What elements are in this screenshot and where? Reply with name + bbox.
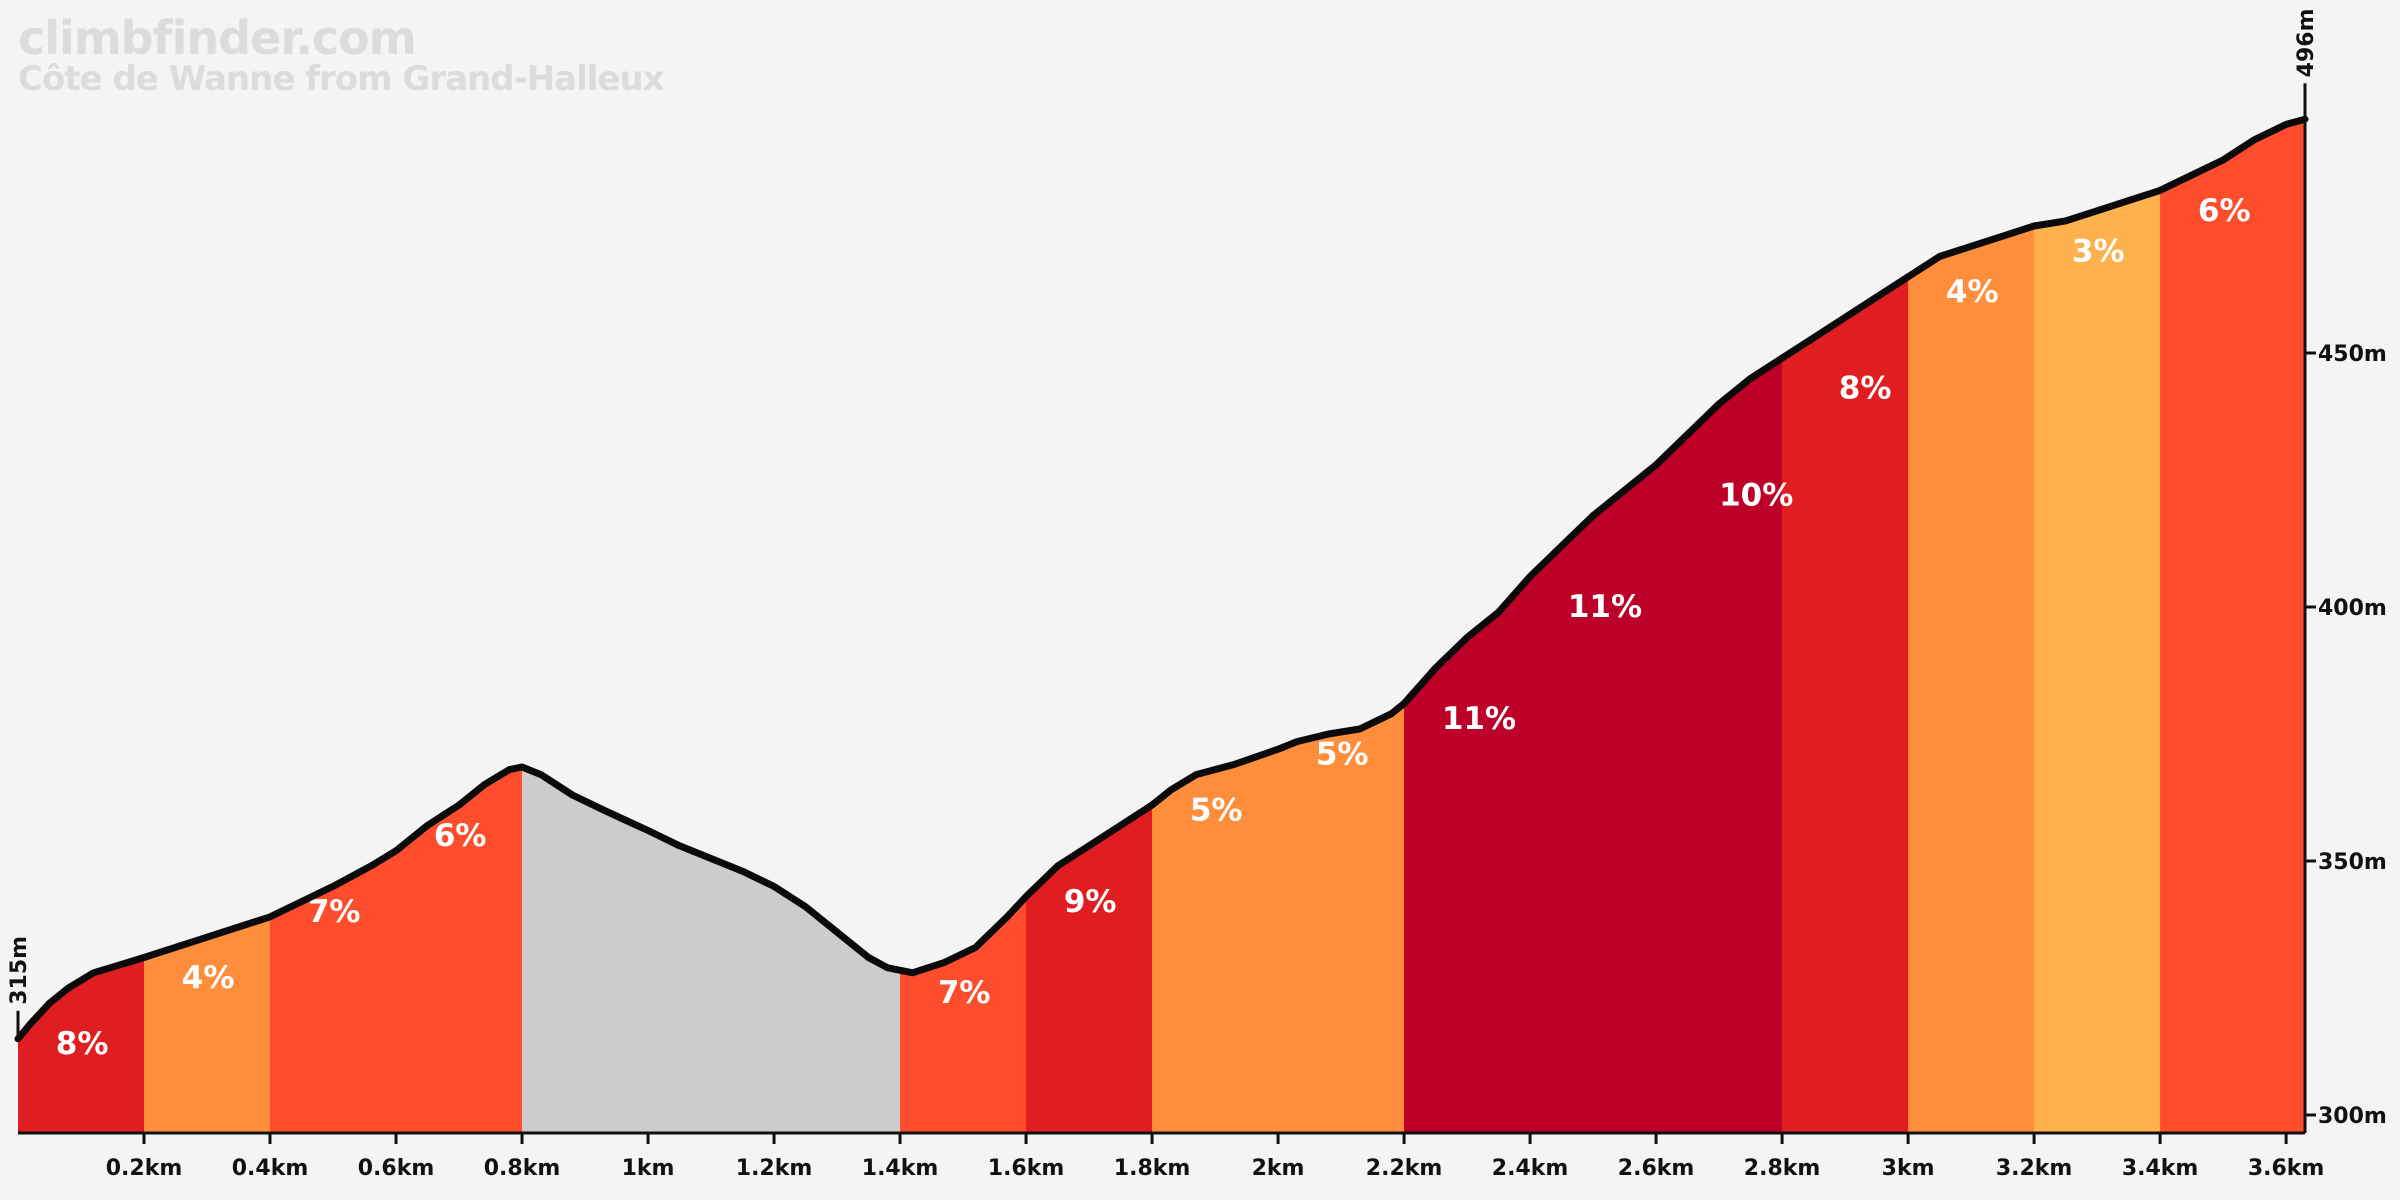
y-tick-label-2: 400m bbox=[2318, 596, 2387, 621]
x-tick-label-4: 1km bbox=[622, 1156, 675, 1181]
gradient-labels: 8% 4% 7% 6% 7% 9% 5% 5% 11% 11% 10% 8% 4% 3% 6% bbox=[56, 193, 2251, 1062]
gradient-label-5: 9% bbox=[1064, 884, 1117, 920]
gradient-segment-6 bbox=[1152, 119, 1405, 1133]
brand: climbfinder.com Côte de Wanne from Grand… bbox=[18, 11, 665, 100]
gradient-label-10: 10% bbox=[1719, 477, 1793, 513]
gradient-label-14: 6% bbox=[2198, 193, 2251, 229]
start-elevation-label: 315m bbox=[7, 936, 32, 1005]
y-axis-ticks: 300m 350m 400m 450m bbox=[2305, 342, 2387, 1129]
y-tick-label-1: 350m bbox=[2318, 850, 2387, 875]
gradient-label-9: 11% bbox=[1568, 589, 1642, 625]
x-tick-label-1: 0.4km bbox=[232, 1156, 309, 1181]
x-tick-label-6: 1.4km bbox=[862, 1156, 939, 1181]
x-axis-ticks: 0.2km 0.4km 0.6km 0.8km 1km 1.2km 1.4km 1.6km 1.… bbox=[106, 1133, 2325, 1181]
x-tick-label-14: 3km bbox=[1882, 1156, 1935, 1181]
gradient-segment-7 bbox=[1404, 119, 1783, 1133]
gradient-label-1: 4% bbox=[182, 960, 235, 996]
x-tick-label-9: 2km bbox=[1252, 1156, 1305, 1181]
gradient-segment-9 bbox=[1908, 119, 2035, 1133]
x-tick-label-7: 1.6km bbox=[988, 1156, 1065, 1181]
elevation-profile-line bbox=[14, 115, 2309, 1043]
climb-title: Côte de Wanne from Grand-Halleux bbox=[18, 59, 665, 100]
gradient-label-6: 5% bbox=[1190, 792, 1243, 828]
gradient-label-11: 8% bbox=[1839, 371, 1892, 407]
gradient-segment-10 bbox=[2034, 119, 2161, 1133]
x-tick-label-3: 0.8km bbox=[484, 1156, 561, 1181]
end-elevation-label: 496m bbox=[2294, 8, 2319, 77]
x-tick-label-15: 3.2km bbox=[1996, 1156, 2073, 1181]
x-tick-label-12: 2.6km bbox=[1618, 1156, 1695, 1181]
gradient-segments bbox=[18, 119, 2305, 1133]
x-tick-label-10: 2.2km bbox=[1366, 1156, 1443, 1181]
y-tick-label-3: 450m bbox=[2318, 342, 2387, 367]
endpoint-markers: 315m 496m bbox=[7, 8, 2319, 1039]
site-name: climbfinder.com bbox=[18, 11, 417, 65]
gradient-label-0: 8% bbox=[56, 1026, 109, 1062]
gradient-segment-8 bbox=[1782, 119, 1909, 1133]
gradient-label-4: 7% bbox=[938, 975, 991, 1011]
gradient-segment-5 bbox=[1026, 119, 1153, 1133]
x-tick-label-17: 3.6km bbox=[2248, 1156, 2325, 1181]
gradient-label-3: 6% bbox=[434, 818, 487, 854]
x-tick-label-13: 2.8km bbox=[1744, 1156, 1821, 1181]
x-tick-label-11: 2.4km bbox=[1492, 1156, 1569, 1181]
gradient-segment-2 bbox=[270, 119, 523, 1133]
gradient-segment-3 bbox=[522, 119, 901, 1133]
gradient-label-12: 4% bbox=[1946, 274, 1999, 310]
gradient-segment-4 bbox=[900, 119, 1027, 1133]
gradient-label-7: 5% bbox=[1316, 736, 1369, 772]
gradient-label-2: 7% bbox=[308, 894, 361, 930]
x-tick-label-16: 3.4km bbox=[2122, 1156, 2199, 1181]
gradient-label-13: 3% bbox=[2072, 234, 2125, 270]
x-tick-label-5: 1.2km bbox=[736, 1156, 813, 1181]
x-tick-label-0: 0.2km bbox=[106, 1156, 183, 1181]
x-tick-label-8: 1.8km bbox=[1114, 1156, 1191, 1181]
x-tick-label-2: 0.6km bbox=[358, 1156, 435, 1181]
gradient-label-8: 11% bbox=[1442, 701, 1516, 737]
gradient-segment-11 bbox=[2160, 119, 2305, 1133]
y-tick-label-0: 300m bbox=[2318, 1104, 2387, 1129]
